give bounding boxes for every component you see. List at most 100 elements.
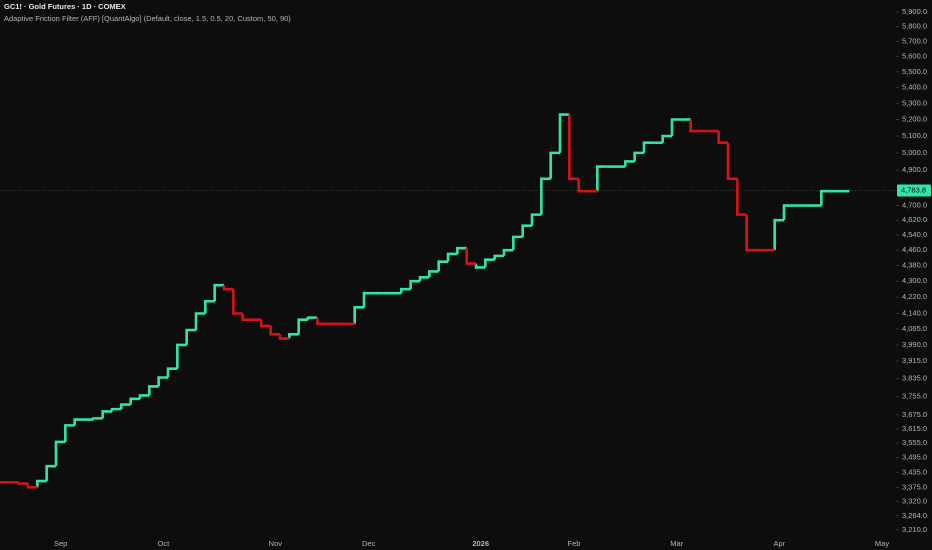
filter-step: [269, 325, 280, 336]
x-tick-label: Mar: [670, 539, 683, 548]
x-tick-label: Nov: [269, 539, 283, 548]
y-tick-label: 4,140.0: [902, 308, 927, 317]
y-tick-label: 5,700.0: [902, 36, 927, 45]
y-tick-label: 3,755.0: [902, 392, 927, 401]
filter-step: [26, 483, 38, 489]
filter-step: [577, 178, 588, 193]
x-tick-label: 2026: [472, 539, 489, 548]
y-tick-label: 3,835.0: [902, 374, 927, 383]
filter-step: [456, 246, 467, 254]
filter-step: [409, 279, 420, 290]
x-tick-label: Dec: [362, 539, 376, 548]
filter-step: [624, 160, 635, 167]
y-tick-label: 3,990.0: [902, 340, 927, 349]
filter-step: [176, 343, 187, 369]
filter-step: [465, 248, 476, 265]
y-tick-label: 5,800.0: [902, 22, 927, 31]
filter-step: [782, 204, 794, 221]
x-tick-label: Apr: [773, 539, 785, 548]
y-tick-label: 5,100.0: [902, 131, 927, 140]
filter-step: [101, 410, 112, 419]
filter-step: [530, 213, 542, 226]
y-tick-label: 3,264.0: [902, 511, 927, 520]
filter-step: [241, 313, 252, 321]
y-tick-label: 4,540.0: [902, 230, 927, 239]
filter-step: [446, 252, 458, 262]
filter-step: [493, 254, 504, 260]
filter-step: [512, 235, 523, 251]
filter-step: [502, 248, 514, 256]
filter-step: [726, 142, 738, 181]
filter-step: [717, 131, 728, 145]
indicator-label: Adaptive Friction Filter (AFF) [QuantAlg…: [4, 14, 291, 23]
filter-step: [54, 440, 66, 467]
filter-step: [157, 376, 168, 387]
filter-step: [362, 291, 374, 308]
y-tick-label: 3,320.0: [902, 496, 927, 505]
filter-step: [92, 417, 103, 420]
x-tick-label: Sep: [54, 539, 67, 548]
last-price-label: 4,783.8: [901, 185, 926, 194]
y-tick-label: 3,555.0: [902, 438, 927, 447]
filter-step: [428, 270, 439, 278]
y-tick-label: 4,700.0: [902, 201, 927, 210]
filter-step: [232, 289, 243, 315]
y-tick-label: 4,620.0: [902, 215, 927, 224]
y-tick-label: 5,200.0: [902, 114, 927, 123]
filter-step: [110, 407, 122, 412]
y-tick-label: 4,380.0: [902, 261, 927, 270]
y-tick-label: 4,900.0: [902, 165, 927, 174]
filter-step: [642, 141, 654, 153]
filter-step: [689, 119, 700, 133]
filter-step: [222, 285, 234, 291]
x-tick-label: Oct: [157, 539, 170, 548]
y-tick-label: 5,600.0: [902, 51, 927, 60]
y-tick-label: 3,615.0: [902, 424, 927, 433]
filter-step: [549, 151, 560, 179]
filter-step: [736, 178, 747, 216]
filter-step: [45, 464, 56, 482]
filter-step: [568, 114, 579, 181]
y-tick-label: 5,900.0: [902, 7, 927, 16]
y-tick-label: 4,220.0: [902, 292, 927, 301]
filter-step: [288, 333, 299, 339]
filter-step: [120, 403, 131, 410]
y-tick-label: 3,675.0: [902, 410, 927, 419]
filter-step: [278, 334, 290, 340]
x-tick-label: May: [875, 539, 889, 548]
last-price-tag: [897, 184, 931, 197]
y-tick-label: 5,000.0: [902, 148, 927, 157]
filter-step: [194, 312, 206, 331]
y-tick-label: 3,375.0: [902, 482, 927, 491]
filter-step: [138, 394, 150, 399]
filter-step: [306, 316, 318, 320]
filter-step: [297, 318, 308, 335]
filter-step: [540, 177, 551, 215]
filter-step: [596, 165, 607, 192]
filter-step: [73, 418, 84, 426]
filter-step: [166, 367, 178, 378]
filter-step: [204, 299, 215, 314]
filter-step: [185, 328, 196, 345]
filter-step: [17, 482, 28, 485]
filter-step: [353, 306, 364, 324]
filter-step: [820, 189, 831, 206]
filter-step: [661, 134, 672, 143]
filter-step: [400, 287, 411, 294]
filter-step: [316, 317, 327, 326]
filter-step: [260, 319, 271, 328]
filter-step: [437, 260, 448, 272]
y-tick-label: 3,210.0: [902, 525, 927, 534]
filter-step: [148, 385, 159, 396]
filter-step: [773, 218, 784, 251]
y-tick-label: 4,300.0: [902, 276, 927, 285]
y-tick-label: 5,400.0: [902, 82, 927, 91]
filter-step: [745, 214, 756, 252]
x-tick-label: Feb: [568, 539, 581, 548]
filter-step: [213, 283, 224, 302]
filter-step: [670, 118, 682, 137]
y-tick-label: 5,300.0: [902, 98, 927, 107]
